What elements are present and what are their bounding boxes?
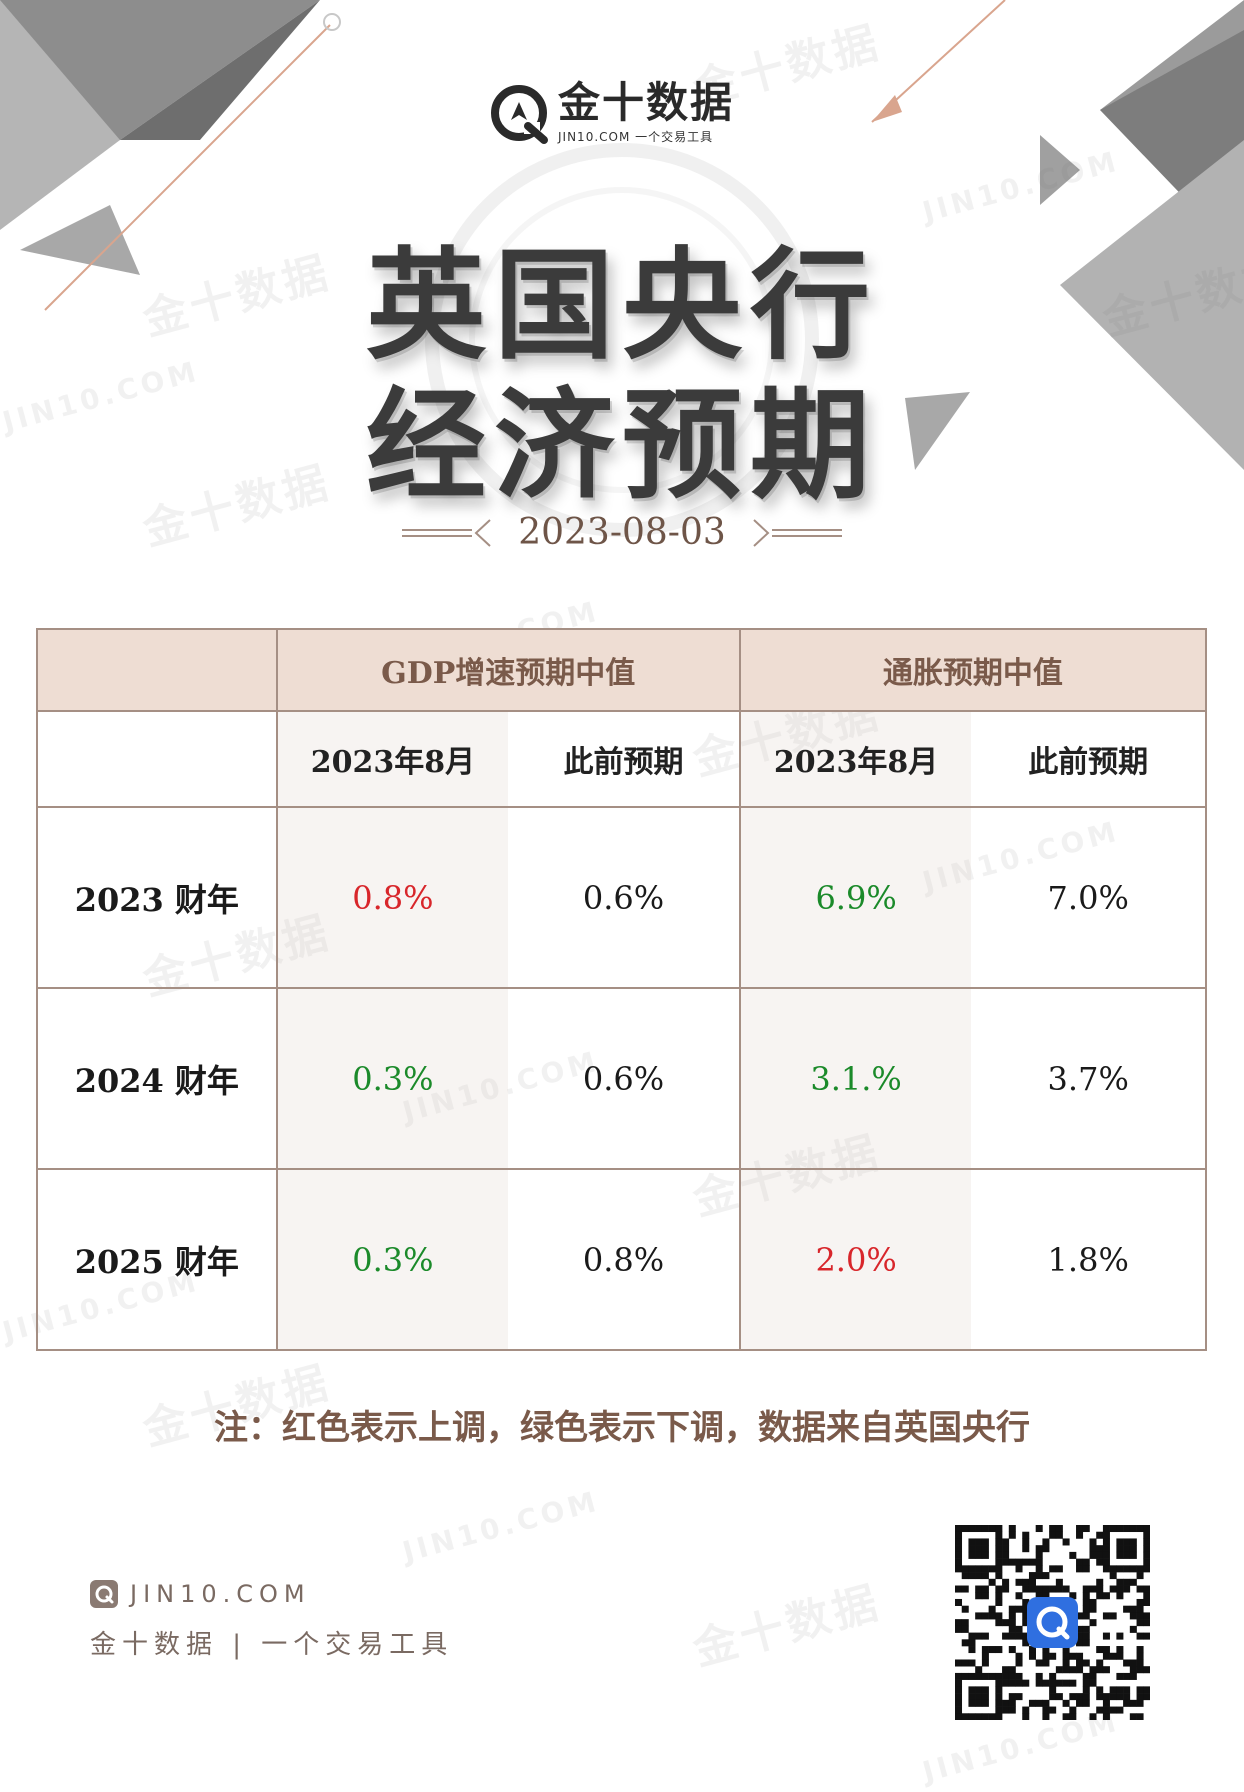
brand-name: 金十数据 bbox=[558, 78, 735, 127]
subheader-empty-cell bbox=[36, 710, 278, 808]
subheader-gdp-current: 2023年8月 bbox=[275, 710, 509, 808]
subheader-cpi-current: 2023年8月 bbox=[738, 710, 972, 808]
header-empty-cell bbox=[36, 628, 278, 712]
value-cell: 0.3% bbox=[275, 987, 509, 1170]
table-header-row: GDP增速预期中值 通胀预期中值 bbox=[36, 628, 1208, 712]
table-row: 2025 财年 0.3% 0.8% 2.0% 1.8% bbox=[36, 1168, 1207, 1351]
table-subheader-row: 2023年8月 此前预期 2023年8月 此前预期 bbox=[36, 710, 1207, 808]
value-cell: 6.9% bbox=[738, 806, 972, 989]
value-cell: 0.6% bbox=[508, 987, 741, 1170]
table-row: 2024 财年 0.3% 0.6% 3.1.% 3.7% bbox=[36, 987, 1207, 1170]
value-cell: 0.8% bbox=[508, 1168, 741, 1351]
subheader-cpi-previous: 此前预期 bbox=[971, 710, 1207, 808]
value-cell: 3.1.% bbox=[738, 987, 972, 1170]
footer-site: JIN10.COM bbox=[130, 1580, 311, 1608]
value-cell: 2.0% bbox=[738, 1168, 972, 1351]
page-title-line1: 英国央行 bbox=[366, 235, 878, 376]
legend-note: 注：红色表示上调，绿色表示下调，数据来自英国央行 bbox=[214, 1408, 1030, 1448]
brand-subtitle: JIN10.COM 一个交易工具 bbox=[558, 130, 714, 144]
table-row: 2023 财年 0.8% 0.6% 6.9% 7.0% bbox=[36, 806, 1207, 989]
row-label: 2024 财年 bbox=[36, 987, 278, 1170]
row-label: 2025 财年 bbox=[36, 1168, 278, 1351]
date-ornament-left bbox=[402, 518, 491, 547]
value-cell: 0.6% bbox=[508, 806, 741, 989]
header-inflation: 通胀预期中值 bbox=[738, 628, 1208, 712]
value-cell: 0.3% bbox=[275, 1168, 509, 1351]
forecast-table: GDP增速预期中值 通胀预期中值 2023年8月 此前预期 2023年8月 此前… bbox=[36, 628, 1208, 1351]
date-row: 2023-08-03 bbox=[0, 512, 1244, 553]
report-date: 2023-08-03 bbox=[518, 512, 726, 553]
row-label: 2023 财年 bbox=[36, 806, 278, 989]
value-cell: 1.8% bbox=[971, 1168, 1207, 1351]
value-cell: 7.0% bbox=[971, 806, 1207, 989]
value-cell: 0.8% bbox=[275, 806, 509, 989]
subheader-gdp-previous: 此前预期 bbox=[508, 710, 741, 808]
page-title-line2: 经济预期 bbox=[366, 375, 878, 516]
jin10-logo-icon bbox=[90, 1580, 118, 1608]
qr-code-icon bbox=[955, 1525, 1150, 1720]
footer-slogan: 金十数据 | 一个交易工具 bbox=[90, 1630, 454, 1660]
footer: JIN10.COM 金十数据 | 一个交易工具 bbox=[90, 1580, 453, 1661]
date-ornament-right bbox=[753, 518, 842, 547]
value-cell: 3.7% bbox=[971, 987, 1207, 1170]
jin10-logo-icon bbox=[491, 84, 548, 144]
header-gdp: GDP增速预期中值 bbox=[275, 628, 741, 712]
brand-logo: 金十数据 JIN10.COM 一个交易工具 bbox=[488, 80, 734, 145]
